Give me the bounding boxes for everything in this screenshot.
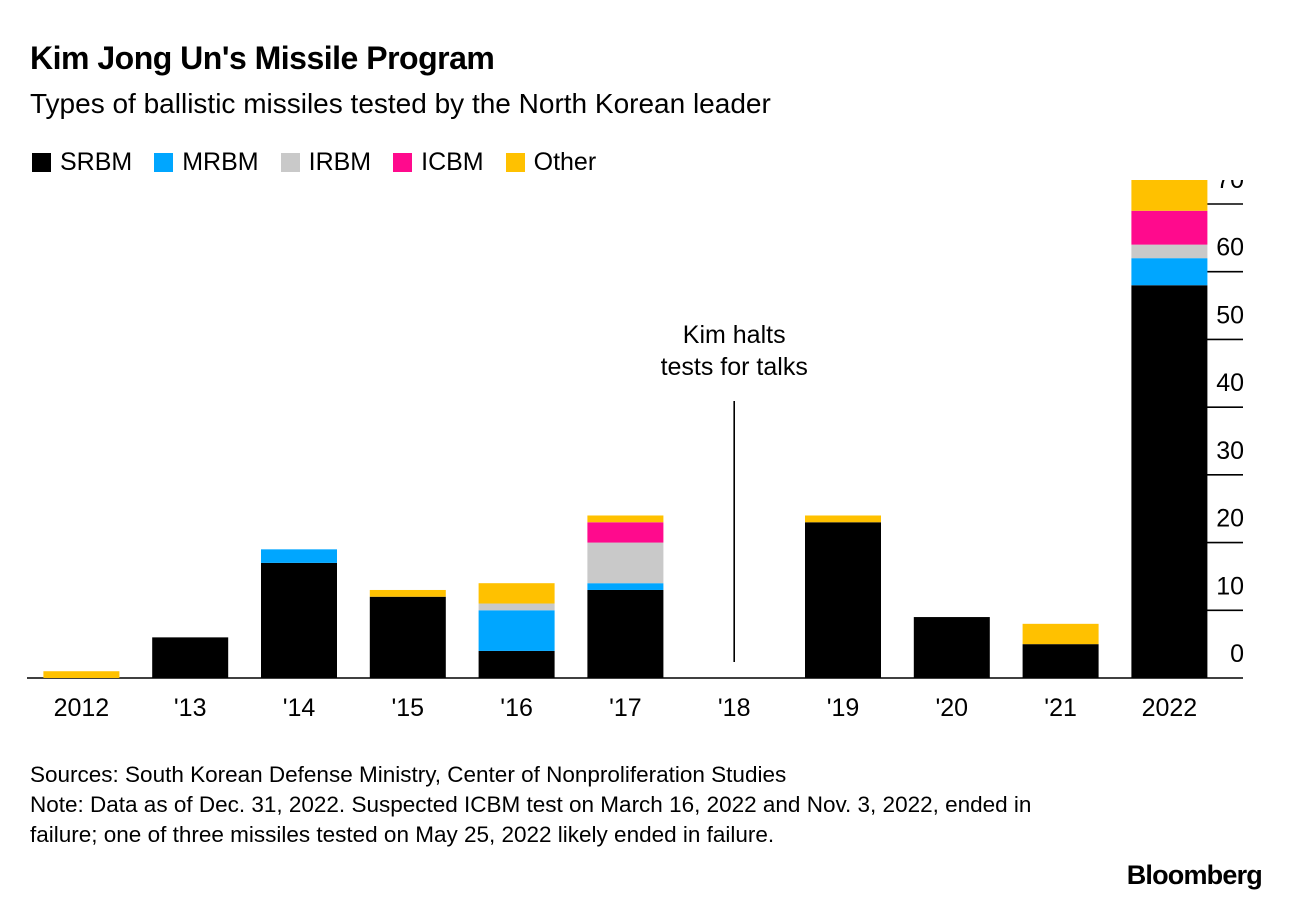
bar-2022-other — [1131, 180, 1208, 211]
footer-notes: Sources: South Korean Defense Ministry, … — [30, 760, 1070, 850]
x-tick-label-2022: 2022 — [1142, 694, 1198, 722]
legend-item-other: Other — [505, 148, 597, 177]
x-tick-label-21: '21 — [1044, 694, 1077, 722]
bar-15-srbm — [369, 596, 446, 678]
legend-label-other: Other — [533, 148, 597, 176]
bar-17-mrbm — [587, 583, 664, 590]
y-tick-label-30: 30 — [1216, 437, 1244, 465]
y-tick-label-10: 10 — [1216, 572, 1244, 600]
bar-16-irbm — [478, 603, 555, 611]
legend-item-srbm: SRBM — [32, 148, 132, 177]
x-tick-label-16: '16 — [500, 694, 533, 722]
x-tick-label-2012: 2012 — [54, 694, 110, 722]
x-tick-label-20: '20 — [936, 694, 969, 722]
legend: SRBM MRBM IRBM ICBM Other — [32, 148, 618, 177]
legend-item-irbm: IRBM — [280, 148, 372, 177]
bar-2022-icbm — [1131, 210, 1208, 245]
annotation-text-line-2: tests for talks — [661, 353, 808, 381]
bar-14-mrbm — [261, 549, 337, 563]
bar-2012-other — [43, 671, 120, 678]
bar-19-srbm — [805, 522, 881, 678]
bar-17-srbm — [587, 589, 664, 678]
legend-swatch-icbm — [393, 153, 413, 172]
legend-swatch-irbm — [280, 153, 300, 172]
bar-14-srbm — [261, 562, 337, 678]
bar-2022-irbm — [1131, 244, 1208, 259]
legend-label-irbm: IRBM — [308, 148, 372, 176]
y-tick-label-50: 50 — [1216, 301, 1244, 329]
x-tick-label-19: '19 — [827, 694, 860, 722]
bar-17-other — [587, 515, 664, 523]
x-tick-label-17: '17 — [609, 694, 642, 722]
bloomberg-logo: Bloomberg — [1126, 860, 1263, 890]
legend-label-srbm: SRBM — [60, 148, 133, 176]
bar-16-other — [478, 583, 555, 604]
bar-13-srbm — [152, 637, 229, 678]
bar-19-other — [805, 515, 881, 523]
x-tick-label-13: '13 — [174, 694, 207, 722]
legend-item-mrbm: MRBM — [154, 148, 259, 177]
legend-label-mrbm: MRBM — [182, 148, 259, 176]
x-tick-label-18: '18 — [718, 694, 751, 722]
legend-label-icbm: ICBM — [421, 148, 484, 176]
bar-21-other — [1022, 623, 1099, 645]
x-tick-label-14: '14 — [283, 694, 316, 722]
legend-item-icbm: ICBM — [393, 148, 484, 177]
y-tick-label-60: 60 — [1216, 234, 1244, 262]
legend-swatch-mrbm — [154, 153, 174, 172]
legend-swatch-other — [505, 153, 525, 172]
sources-text: Sources: South Korean Defense Ministry, … — [30, 762, 787, 787]
x-tick-label-15: '15 — [392, 694, 425, 722]
bar-2022-srbm — [1131, 285, 1208, 678]
y-tick-label-20: 20 — [1216, 505, 1244, 533]
y-tick-label-40: 40 — [1216, 369, 1244, 397]
legend-swatch-srbm — [32, 153, 51, 172]
stacked-bar-chart: 0 10 20 30 40 50 60 70 2012 '13 '14 '15 '16 '17 '18 '19… — [27, 180, 1244, 722]
bar-20-srbm — [913, 617, 990, 678]
bar-17-icbm — [587, 522, 664, 543]
bar-17-irbm — [587, 542, 664, 584]
chart-subtitle: Types of ballistic missiles tested by th… — [30, 88, 771, 119]
bar-2022-mrbm — [1131, 258, 1208, 286]
bar-16-mrbm — [478, 610, 555, 651]
y-tick-label-70: 70 — [1216, 180, 1244, 194]
y-tick-label-0: 0 — [1230, 640, 1244, 668]
bar-16-srbm — [478, 650, 555, 678]
annotation-text-line-1: Kim halts — [683, 321, 786, 349]
chart-title: Kim Jong Un's Missile Program — [30, 40, 495, 76]
bar-15-other — [369, 589, 446, 597]
bar-21-srbm — [1022, 644, 1099, 678]
note-text: Note: Data as of Dec. 31, 2022. Suspecte… — [30, 792, 1032, 847]
